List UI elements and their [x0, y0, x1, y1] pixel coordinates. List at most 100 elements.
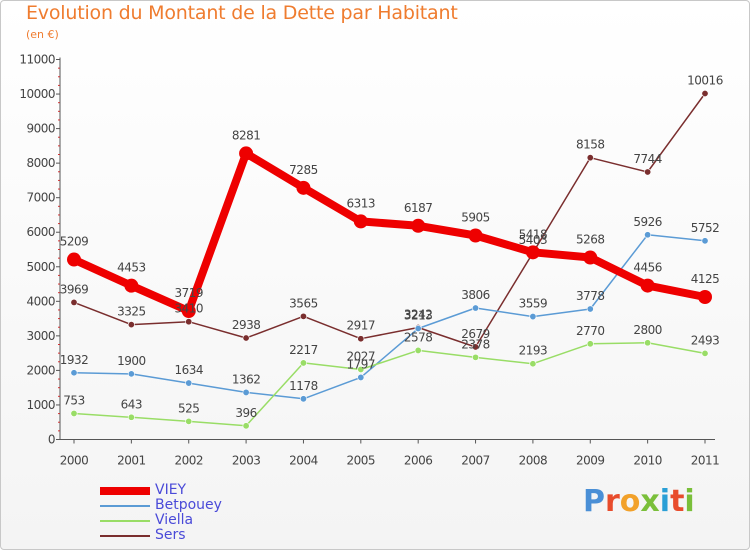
data-point — [529, 360, 537, 368]
data-label: 3410 — [174, 302, 203, 316]
proxiti-logo: Proxiti — [583, 484, 695, 519]
data-label: 5905 — [461, 211, 490, 225]
data-point — [698, 290, 712, 304]
data-label: 643 — [121, 397, 142, 411]
data-point — [468, 228, 483, 243]
data-point — [701, 237, 709, 245]
logo-letter: P — [583, 484, 605, 519]
data-label: 3559 — [519, 297, 548, 311]
data-label: 6313 — [347, 196, 376, 210]
data-label: 2938 — [232, 318, 261, 332]
data-label: 2027 — [347, 349, 376, 363]
data-label: 2679 — [461, 327, 490, 341]
legend-swatch — [100, 519, 150, 522]
data-label: 525 — [178, 401, 199, 415]
data-label: 1634 — [174, 363, 203, 377]
y-tick-label: 10000 — [19, 87, 55, 101]
data-label: 2770 — [576, 324, 605, 338]
data-point — [586, 340, 594, 348]
data-point — [525, 245, 540, 260]
x-tick-label: 2011 — [691, 454, 720, 468]
legend-swatch — [100, 486, 150, 495]
data-label: 1932 — [60, 353, 89, 367]
x-tick-label: 2002 — [174, 454, 203, 468]
data-point — [299, 359, 307, 367]
x-tick-labels: 2000 2001 2002 2003 2004 2005 2006 2007 2008 2009… — [60, 454, 720, 468]
data-point — [586, 305, 594, 313]
data-point — [644, 231, 652, 239]
data-label: 4456 — [633, 261, 662, 275]
data-label: 5926 — [633, 215, 662, 229]
legend: VIEY Betpouey Viella Sers — [100, 483, 320, 543]
legend-swatch — [100, 504, 150, 507]
series-line-betpouey — [73, 234, 706, 400]
series-line-viella — [73, 342, 706, 427]
data-point — [181, 304, 196, 319]
data-label: 3719 — [174, 286, 203, 300]
x-tick-label: 2004 — [289, 454, 318, 468]
data-label: 2800 — [633, 323, 662, 337]
logo-letter: r — [605, 484, 620, 519]
y-tick-label: 2000 — [26, 363, 55, 377]
data-point — [644, 168, 652, 176]
data-point — [242, 422, 250, 430]
data-point — [529, 313, 537, 321]
data-point — [127, 321, 135, 329]
data-label: 10016 — [687, 73, 723, 87]
data-label: 8158 — [576, 138, 605, 152]
data-point — [242, 334, 250, 342]
data-label: 5268 — [576, 233, 605, 247]
legend-item-sers: Sers — [100, 528, 320, 543]
data-label: 3778 — [576, 289, 605, 303]
data-label: 3565 — [289, 296, 318, 310]
x-tick-label: 2009 — [576, 454, 605, 468]
x-tick-label: 2010 — [633, 454, 662, 468]
y-tick-label: 1000 — [26, 398, 55, 412]
data-label: 3213 — [404, 309, 433, 323]
data-point — [70, 298, 78, 306]
x-tick-label: 2003 — [232, 454, 261, 468]
logo-letter: i — [659, 484, 671, 519]
data-point — [411, 218, 426, 233]
data-label: 3242 — [404, 308, 433, 322]
legend-label: Viella — [155, 512, 194, 528]
y-tick-label: 9000 — [26, 122, 55, 136]
data-label: 2193 — [519, 344, 548, 358]
y-tick-label: 3000 — [26, 329, 55, 343]
data-point — [701, 89, 709, 97]
data-point — [644, 339, 652, 347]
data-point — [185, 379, 193, 387]
data-point — [472, 353, 480, 361]
legend-label: Sers — [155, 527, 186, 543]
data-point — [239, 146, 254, 161]
data-labels: 5209 4453 3719 8281 7285 6313 6187 5905 5418 5268… — [60, 73, 724, 419]
data-point — [357, 373, 365, 381]
data-label: 3806 — [461, 288, 490, 302]
data-point — [70, 369, 78, 377]
data-label: 6187 — [404, 201, 433, 215]
x-tick-label: 2007 — [461, 454, 490, 468]
data-label: 5752 — [691, 221, 720, 235]
data-label: 7744 — [633, 152, 662, 166]
legend-item-viella: Viella — [100, 513, 320, 528]
x-tick-label: 2005 — [347, 454, 376, 468]
data-point — [414, 346, 422, 354]
logo-letter: i — [684, 484, 695, 519]
data-label: 2217 — [289, 343, 318, 357]
data-label: 8281 — [232, 128, 261, 142]
y-tick-label: 6000 — [26, 225, 55, 239]
data-point — [299, 312, 307, 320]
data-point — [353, 214, 368, 229]
data-label: 2493 — [691, 333, 720, 347]
data-point — [299, 395, 307, 403]
data-point — [127, 413, 135, 421]
chart-subtitle: (en €) — [26, 28, 59, 41]
data-label: 2578 — [404, 330, 433, 344]
data-point — [357, 335, 365, 343]
data-label: 1900 — [117, 354, 146, 368]
data-point — [640, 278, 655, 293]
data-label: 1362 — [232, 372, 261, 386]
data-point — [127, 370, 135, 378]
data-point — [67, 252, 81, 267]
